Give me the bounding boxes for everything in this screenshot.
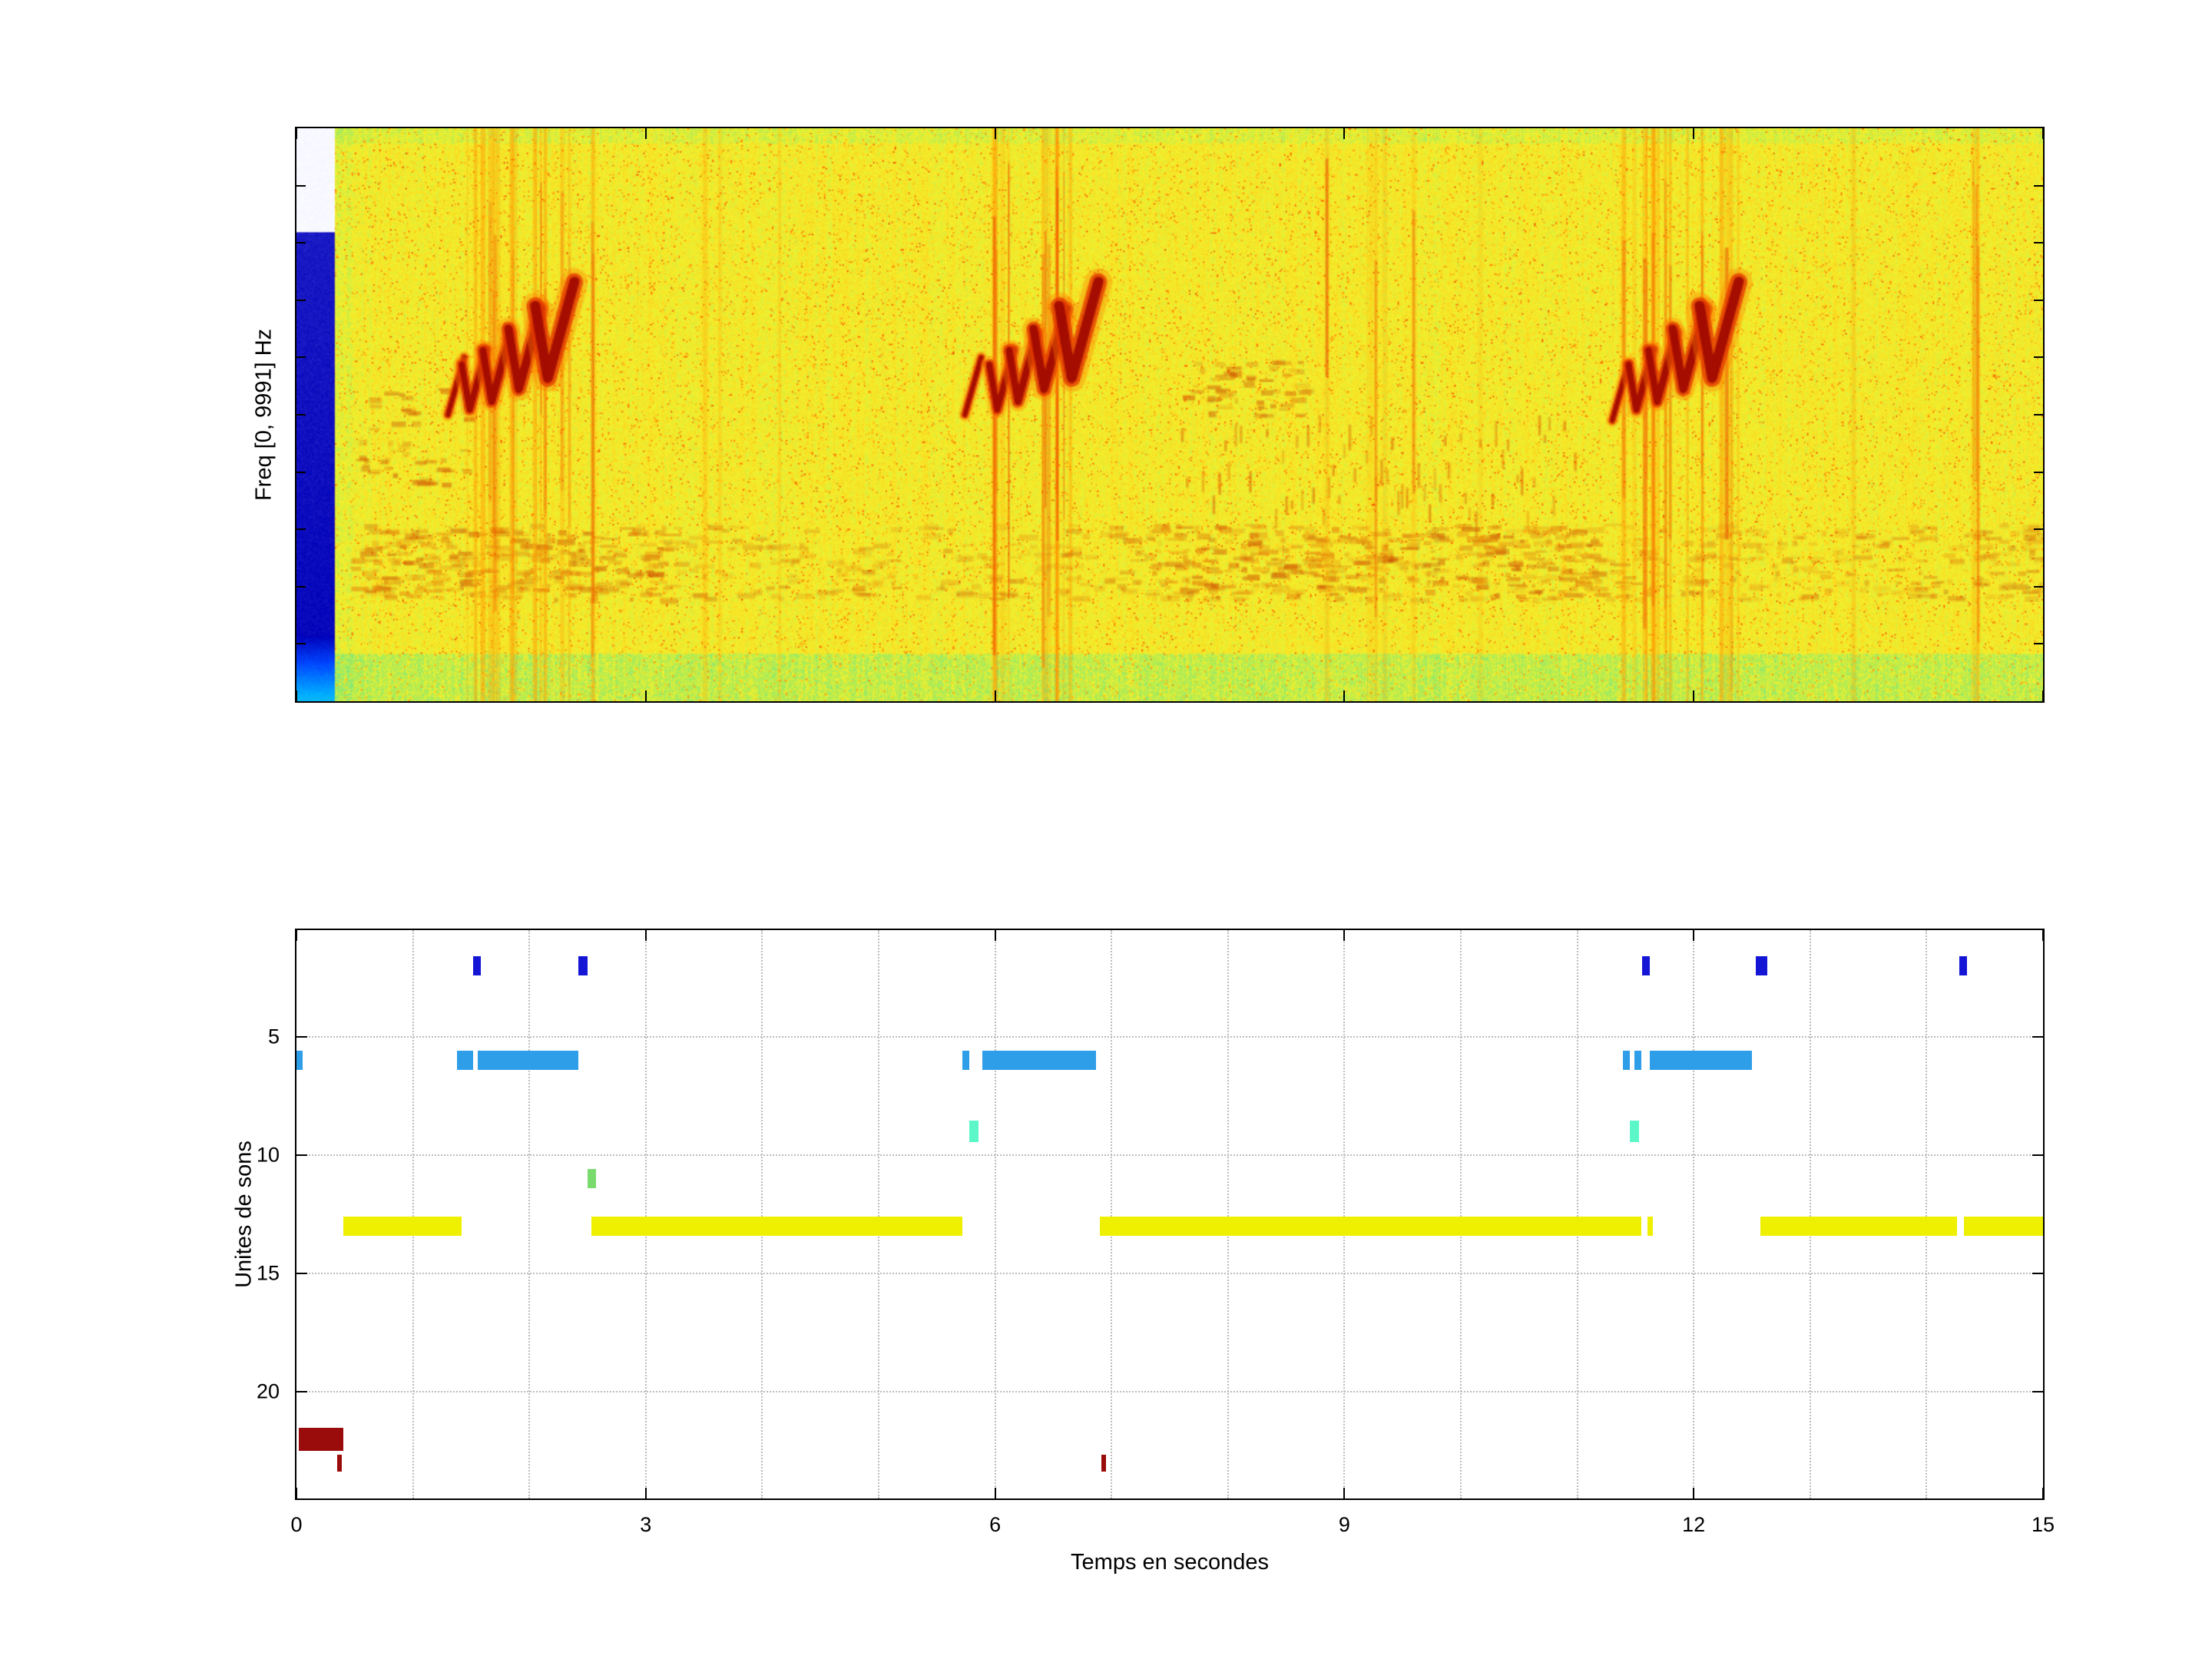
- x-gridline: [1343, 930, 1346, 1498]
- y-gridline: [296, 1391, 2043, 1393]
- y-tick-label: 5: [267, 1025, 280, 1048]
- x-gridline: [1460, 930, 1462, 1498]
- segment-bar: [1101, 1454, 1106, 1472]
- segment-bar: [1100, 1217, 1641, 1236]
- spectrogram-ylabel: Freq [0, 9991] Hz: [251, 328, 276, 502]
- spectrogram-canvas: [296, 128, 2043, 701]
- segment-bar: [343, 1217, 462, 1236]
- segment-bar: [1959, 955, 1968, 975]
- x-gridline: [1926, 930, 1928, 1498]
- segment-bar: [1760, 1217, 1957, 1236]
- segment-bar: [578, 955, 588, 975]
- x-tick-label: 0: [290, 1513, 303, 1536]
- y-axis-tick: [296, 1154, 307, 1156]
- y-axis-tick: [296, 1273, 307, 1275]
- x-axis-tick: [644, 1488, 647, 1498]
- x-axis-tick: [296, 930, 297, 941]
- segment-bar: [1629, 1121, 1639, 1142]
- segment-bar: [478, 1051, 578, 1070]
- x-gridline: [1809, 930, 1811, 1498]
- units-xlabel: Temps en secondes: [1071, 1550, 1269, 1575]
- x-axis-tick: [644, 930, 647, 941]
- x-gridline: [644, 930, 647, 1498]
- spectrogram-axes: [295, 127, 2045, 703]
- segment-bar: [299, 1427, 343, 1452]
- x-gridline: [994, 930, 996, 1498]
- x-axis-tick: [2042, 930, 2043, 941]
- x-tick-label: 9: [1338, 1513, 1350, 1536]
- segment-bar: [1642, 955, 1650, 975]
- x-tick-label: 6: [989, 1513, 1002, 1536]
- segment-bar: [1634, 1051, 1641, 1070]
- y-axis-tick: [2032, 1273, 2043, 1275]
- x-axis-tick: [1343, 930, 1346, 941]
- segment-bar: [1963, 1217, 2043, 1236]
- y-gridline: [296, 1154, 2043, 1156]
- x-axis-tick: [994, 930, 996, 941]
- x-gridline: [878, 930, 879, 1498]
- y-axis-tick: [2032, 1154, 2043, 1156]
- x-gridline: [1111, 930, 1113, 1498]
- y-gridline: [296, 1035, 2043, 1038]
- x-axis-tick: [1343, 1488, 1346, 1498]
- x-gridline: [1227, 930, 1229, 1498]
- segment-bar: [337, 1454, 343, 1472]
- y-gridline: [296, 1273, 2043, 1275]
- x-gridline: [1576, 930, 1578, 1498]
- segment-bar: [296, 1051, 303, 1070]
- segment-bar: [1649, 1051, 1752, 1070]
- x-axis-tick: [994, 1488, 996, 1498]
- x-tick-label: 15: [2031, 1513, 2055, 1536]
- y-tick-label: 20: [256, 1379, 280, 1403]
- x-gridline: [761, 930, 763, 1498]
- y-tick-label: 10: [256, 1143, 280, 1167]
- x-axis-tick: [1693, 930, 1695, 941]
- x-tick-label: 3: [640, 1513, 652, 1536]
- segment-bar: [588, 1169, 596, 1189]
- y-tick-label: 15: [256, 1261, 280, 1285]
- y-axis-tick: [2032, 1035, 2043, 1038]
- units-axes: [295, 929, 2045, 1500]
- x-tick-label: 12: [1682, 1513, 1706, 1536]
- segment-bar: [962, 1051, 970, 1070]
- segment-bar: [457, 1051, 474, 1070]
- x-axis-tick: [2042, 1488, 2043, 1498]
- x-gridline: [528, 930, 531, 1498]
- segment-bar: [473, 955, 481, 975]
- y-axis-tick: [2032, 1391, 2043, 1393]
- y-axis-tick: [296, 1035, 307, 1038]
- x-gridline: [412, 930, 414, 1498]
- x-gridline: [1693, 930, 1695, 1498]
- segment-bar: [1647, 1217, 1654, 1236]
- y-axis-tick: [296, 1391, 307, 1393]
- segment-bar: [969, 1121, 979, 1142]
- segment-bar: [1755, 955, 1767, 975]
- x-axis-tick: [1693, 1488, 1695, 1498]
- x-axis-tick: [296, 1488, 297, 1498]
- segment-bar: [591, 1217, 963, 1236]
- segment-bar: [982, 1051, 1097, 1070]
- segment-bar: [1622, 1051, 1630, 1070]
